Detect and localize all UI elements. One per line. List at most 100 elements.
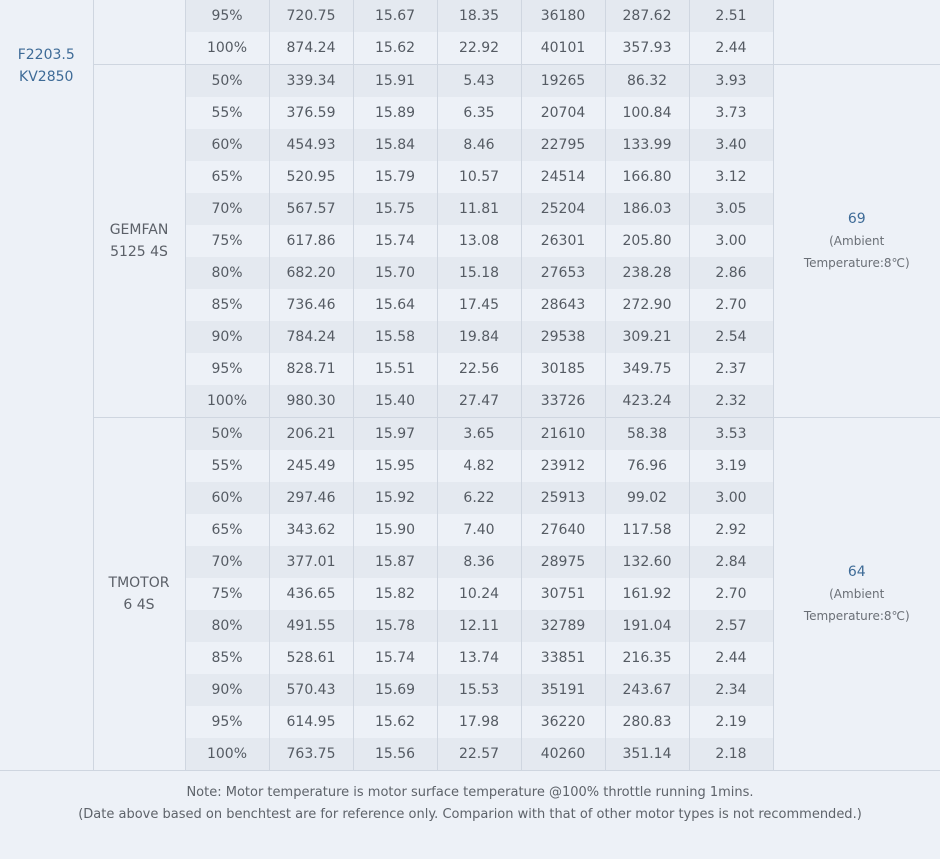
note-line-1: Note: Motor temperature is motor surface… (186, 785, 754, 800)
efficiency-cell: 2.32 (688, 385, 774, 418)
efficiency-cell: 2.18 (688, 738, 774, 770)
throttle-cell: 55% (184, 450, 270, 482)
voltage-cell: 15.91 (352, 64, 438, 97)
efficiency-cell: 2.86 (688, 257, 774, 289)
rpm-cell: 27653 (520, 257, 606, 289)
efficiency-cell: 2.70 (688, 578, 774, 610)
table-row: 65% 343.62 15.90 7.40 27640 117.58 2.92 (0, 514, 940, 546)
table-row: 95% 614.95 15.62 17.98 36220 280.83 2.19 (0, 706, 940, 738)
throttle-cell: 75% (184, 578, 270, 610)
motor-temperature-cell: 69 (Ambient Temperature:8℃) (772, 64, 940, 418)
power-cell: 99.02 (604, 482, 690, 514)
thrust-cell: 980.30 (268, 385, 354, 418)
throttle-cell: 85% (184, 289, 270, 321)
power-cell: 58.38 (604, 417, 690, 450)
ambient-note-line-2: Temperature:8℃) (803, 256, 910, 270)
current-cell: 10.57 (436, 161, 522, 193)
propeller-line-1: GEMFAN (109, 222, 169, 238)
temperature-value: 69 (847, 211, 866, 227)
current-cell: 22.56 (436, 353, 522, 385)
rpm-cell: 30751 (520, 578, 606, 610)
throttle-cell: 100% (184, 738, 270, 770)
table-row: 90% 570.43 15.69 15.53 35191 243.67 2.34 (0, 674, 940, 706)
efficiency-cell: 2.19 (688, 706, 774, 738)
current-cell: 13.08 (436, 225, 522, 257)
thrust-cell: 784.24 (268, 321, 354, 353)
current-cell: 22.92 (436, 32, 522, 65)
motor-name-line-1: F2203.5 (17, 47, 75, 63)
table-row: 80% 682.20 15.70 15.18 27653 238.28 2.86 (0, 257, 940, 289)
thrust-cell: 377.01 (268, 546, 354, 578)
voltage-cell: 15.74 (352, 225, 438, 257)
thrust-cell: 206.21 (268, 417, 354, 450)
current-cell: 13.74 (436, 642, 522, 674)
throttle-cell: 55% (184, 97, 270, 129)
current-cell: 11.81 (436, 193, 522, 225)
rpm-cell: 32789 (520, 610, 606, 642)
current-cell: 6.35 (436, 97, 522, 129)
voltage-cell: 15.40 (352, 385, 438, 418)
table-row: 95% 828.71 15.51 22.56 30185 349.75 2.37 (0, 353, 940, 385)
voltage-cell: 15.90 (352, 514, 438, 546)
voltage-cell: 15.89 (352, 97, 438, 129)
current-cell: 6.22 (436, 482, 522, 514)
thrust-cell: 454.93 (268, 129, 354, 161)
throttle-cell: 100% (184, 385, 270, 418)
current-cell: 15.53 (436, 674, 522, 706)
voltage-cell: 15.51 (352, 353, 438, 385)
thrust-cell: 339.34 (268, 64, 354, 97)
table-row: 100% 980.30 15.40 27.47 33726 423.24 2.32 (0, 385, 940, 418)
voltage-cell: 15.64 (352, 289, 438, 321)
throttle-cell: 95% (184, 706, 270, 738)
rpm-cell: 33851 (520, 642, 606, 674)
current-cell: 18.35 (436, 0, 522, 32)
current-cell: 8.46 (436, 129, 522, 161)
voltage-cell: 15.95 (352, 450, 438, 482)
efficiency-cell: 2.70 (688, 289, 774, 321)
rpm-cell: 23912 (520, 450, 606, 482)
table-row: GEMFAN 5125 4S 50% 339.34 15.91 5.43 19265 86.3… (0, 64, 940, 418)
voltage-cell: 15.67 (352, 0, 438, 32)
voltage-cell: 15.92 (352, 482, 438, 514)
power-cell: 243.67 (604, 674, 690, 706)
table-row: TMOTOR 6 4S 50% 206.21 15.97 3.65 21610 58.38 3.… (0, 417, 940, 770)
efficiency-cell: 3.05 (688, 193, 774, 225)
ambient-note-line-1: (Ambient (829, 587, 885, 601)
efficiency-cell: 3.00 (688, 482, 774, 514)
rpm-cell: 22795 (520, 129, 606, 161)
thrust-cell: 614.95 (268, 706, 354, 738)
propeller-line-2: 5125 4S (110, 244, 168, 260)
thrust-cell: 828.71 (268, 353, 354, 385)
motor-name-line-2: KV2850 (19, 69, 74, 85)
thrust-cell: 376.59 (268, 97, 354, 129)
power-cell: 238.28 (604, 257, 690, 289)
voltage-cell: 15.56 (352, 738, 438, 770)
voltage-cell: 15.58 (352, 321, 438, 353)
power-cell: 117.58 (604, 514, 690, 546)
power-cell: 100.84 (604, 97, 690, 129)
current-cell: 4.82 (436, 450, 522, 482)
rpm-cell: 26301 (520, 225, 606, 257)
throttle-cell: 70% (184, 546, 270, 578)
thrust-cell: 491.55 (268, 610, 354, 642)
thrust-cell: 520.95 (268, 161, 354, 193)
voltage-cell: 15.82 (352, 578, 438, 610)
rpm-cell: 28643 (520, 289, 606, 321)
throttle-cell: 90% (184, 674, 270, 706)
table-row: 70% 567.57 15.75 11.81 25204 186.03 3.05 (0, 193, 940, 225)
current-cell: 22.57 (436, 738, 522, 770)
power-cell: 309.21 (604, 321, 690, 353)
throttle-cell: 50% (184, 64, 270, 97)
rpm-cell: 33726 (520, 385, 606, 418)
propeller-line-1: TMOTOR (108, 575, 170, 591)
table-body: F2203.5 KV2850 95% 720.75 15.67 18.35 36180 287… (0, 0, 940, 770)
efficiency-cell: 2.44 (688, 32, 774, 65)
efficiency-cell: 3.12 (688, 161, 774, 193)
thrust-cell: 720.75 (268, 0, 354, 32)
thrust-cell: 682.20 (268, 257, 354, 289)
rpm-cell: 19265 (520, 64, 606, 97)
ambient-note-line-1: (Ambient (829, 234, 885, 248)
rpm-cell: 27640 (520, 514, 606, 546)
efficiency-cell: 3.40 (688, 129, 774, 161)
rpm-cell: 36180 (520, 0, 606, 32)
